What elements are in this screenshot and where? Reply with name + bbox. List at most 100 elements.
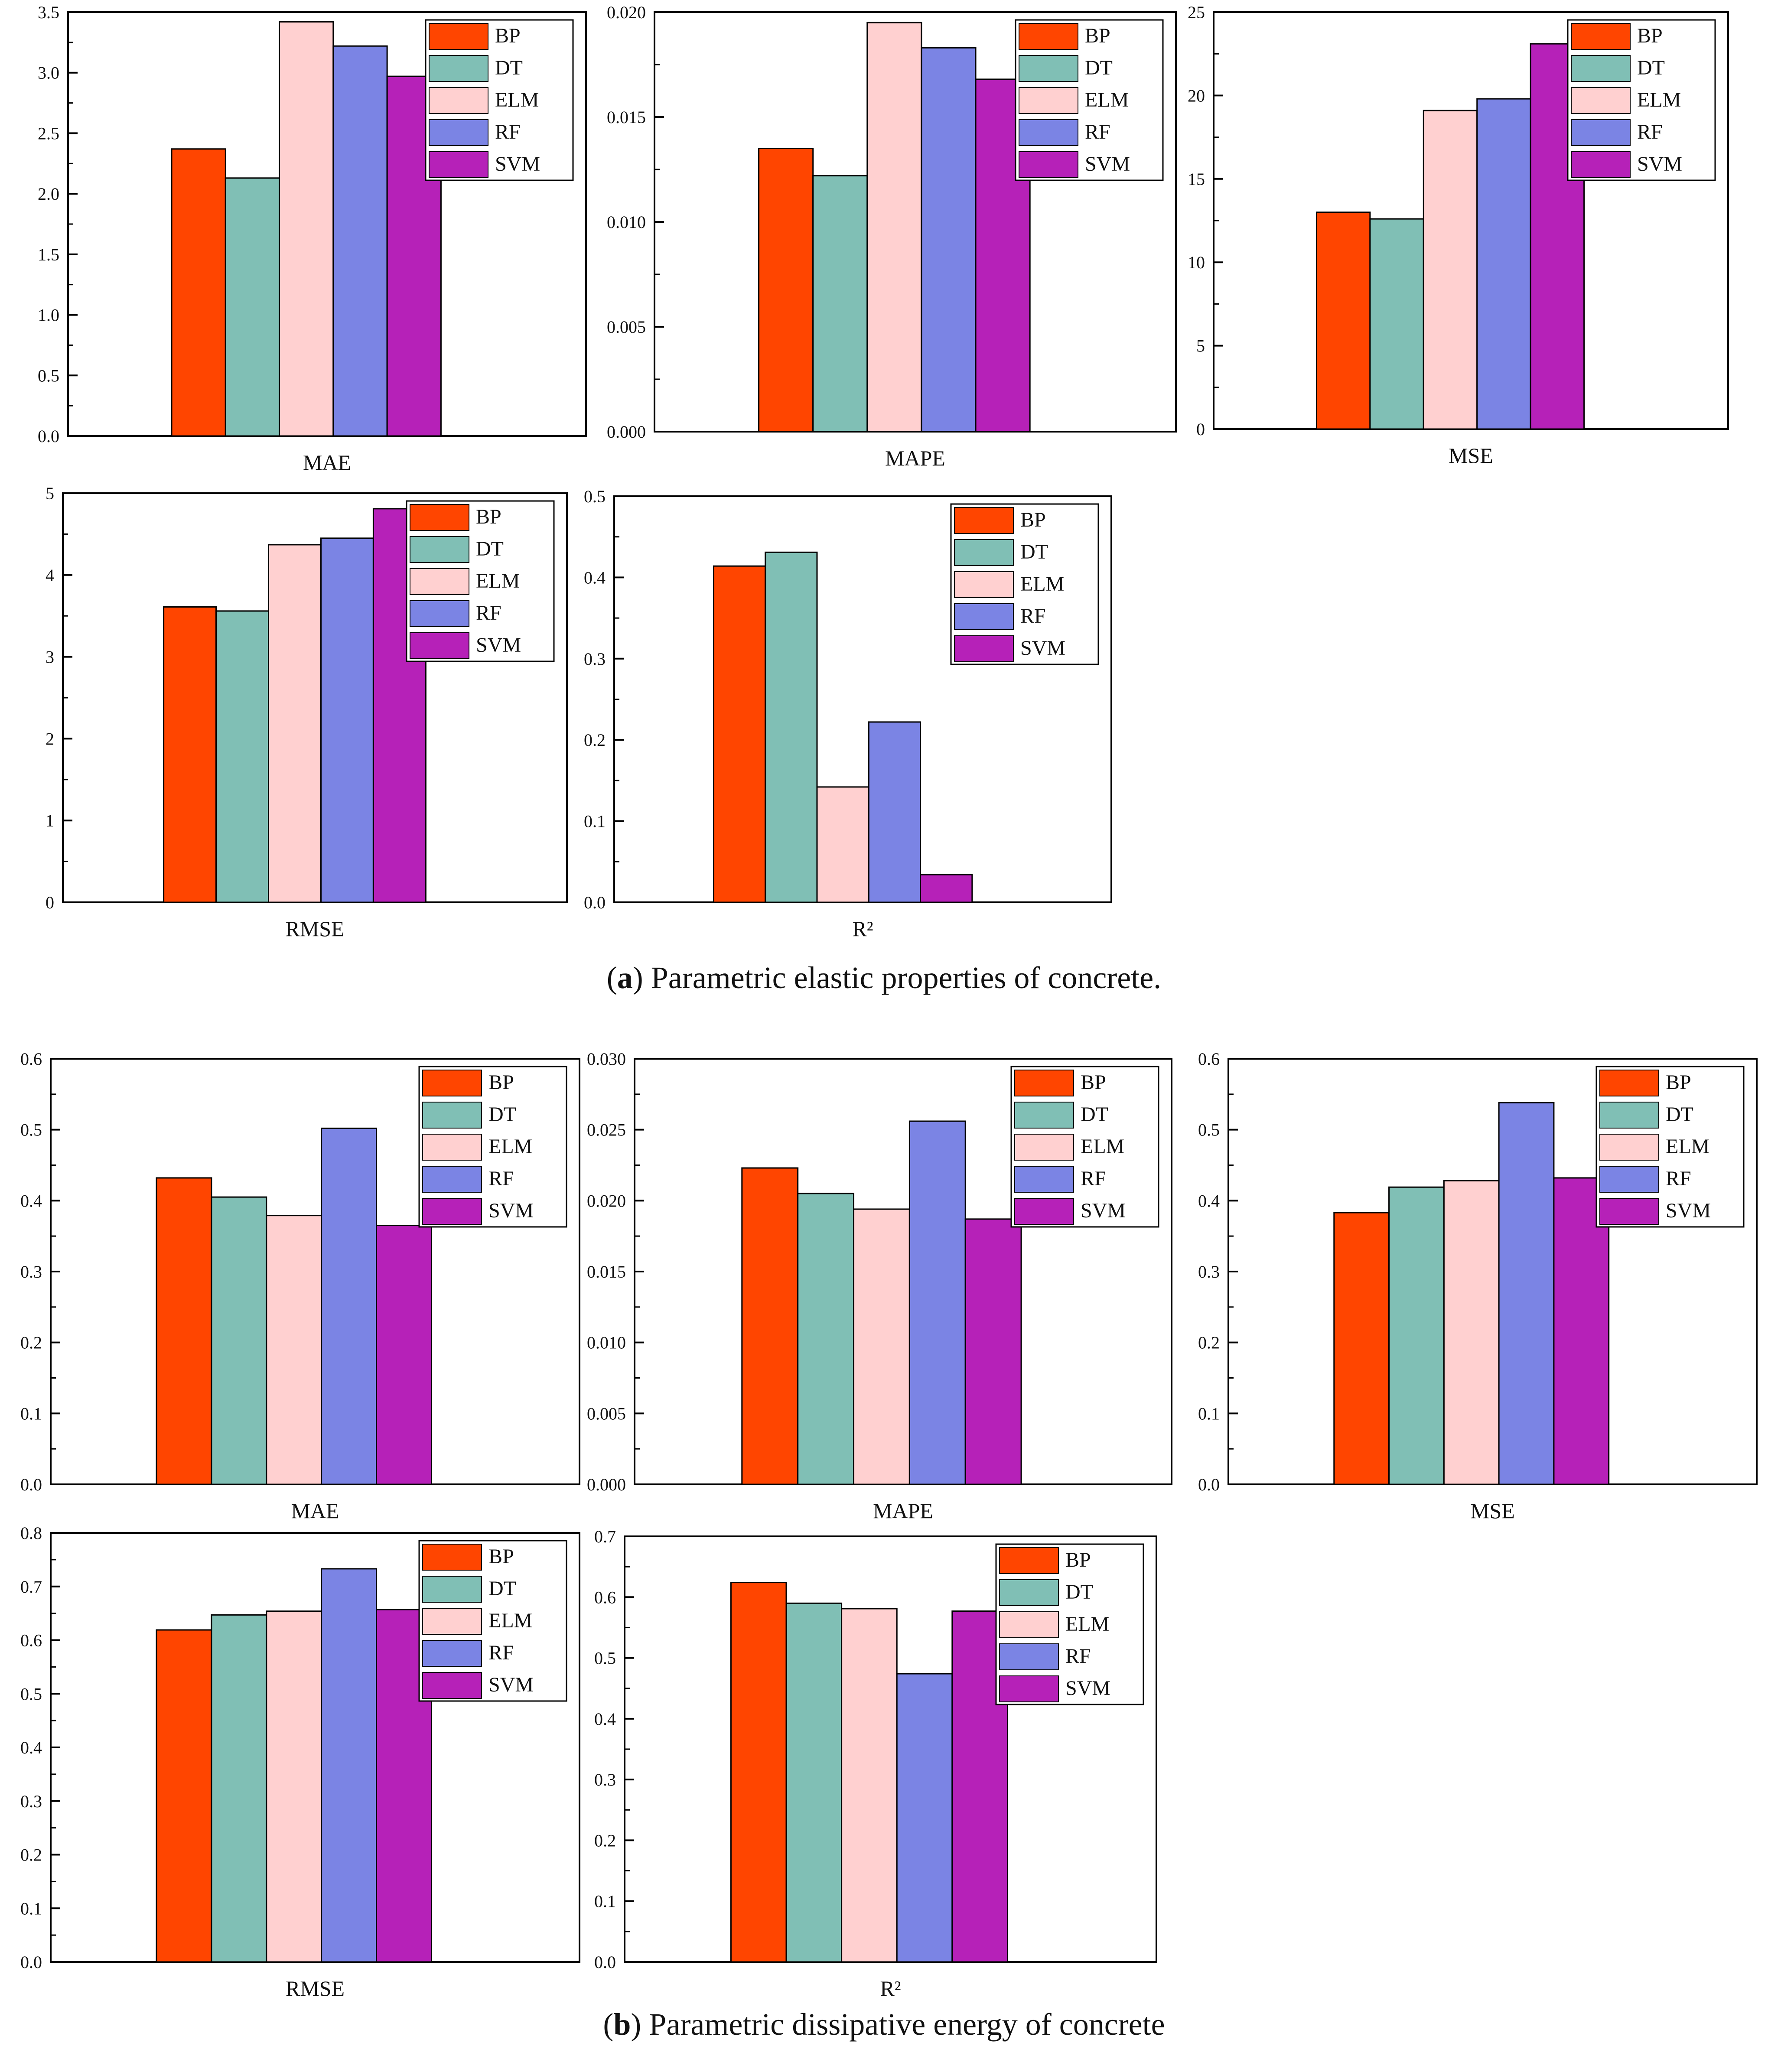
bar-bp [730,1582,787,1963]
bar-bp [171,148,226,437]
bar-rf [1498,1102,1555,1485]
legend-swatch-bp [999,1547,1059,1574]
y-tick-label: 2.0 [38,184,59,204]
bar-elm [841,1608,898,1963]
y-tick-label: 0.2 [584,730,606,750]
legend-swatch-elm [422,1608,482,1635]
x-axis-label: MAPE [885,446,945,470]
y-tick-label: 3 [46,647,54,667]
legend: BP DT ELM RF SVM [1595,1066,1745,1228]
bar-bp [156,1629,212,1963]
y-tick-label: 0.025 [587,1120,626,1140]
legend-label-bp: BP [1637,24,1663,47]
y-tick-label: 1 [46,811,54,830]
y-tick-label: 1.0 [38,306,59,325]
y-tick-label: 0.6 [20,1049,42,1069]
legend-swatch-dt [1014,1102,1074,1129]
y-tick-label: 2.5 [38,124,59,143]
legend-label-svm: SVM [1085,153,1130,176]
y-tick-label: 0.5 [20,1684,42,1704]
legend-swatch-dt [954,539,1014,566]
legend: BP DT ELM RF SVM [1015,19,1164,181]
legend-label-elm: ELM [495,88,539,111]
legend-swatch-svm [999,1675,1059,1702]
x-axis-label: R² [852,917,873,941]
x-axis-label: R² [880,1976,901,2000]
legend-swatch-svm [1571,151,1631,178]
bar-elm [816,786,869,903]
legend-label-elm: ELM [1637,88,1681,111]
legend: BP DT ELM RF SVM [418,1540,567,1702]
y-tick-label: 0.0 [38,426,59,446]
legend-swatch-elm [422,1134,482,1161]
legend-swatch-elm [1571,87,1631,114]
legend-label-elm: ELM [1081,1135,1124,1158]
legend-label-bp: BP [1666,1071,1691,1094]
legend: BP DT ELM RF SVM [1567,19,1716,181]
legend-label-bp: BP [1020,508,1046,531]
legend-label-dt: DT [1081,1103,1108,1126]
bar-svm [1553,1177,1610,1485]
legend-swatch-rf [1019,119,1078,146]
bar-elm [268,544,322,903]
y-tick-label: 0.000 [587,1475,626,1494]
y-tick-label: 5 [46,484,54,503]
legend-swatch-dt [422,1576,482,1603]
caption-b: (b) Parametric dissipative energy of con… [603,2007,1165,2042]
legend-swatch-dt [1599,1102,1659,1129]
legend-swatch-rf [954,603,1014,630]
legend-swatch-rf [429,119,488,146]
legend-swatch-rf [422,1640,482,1667]
bar-elm [266,1610,322,1963]
legend-label-rf: RF [1020,605,1046,628]
bar-rf [332,45,388,437]
legend-swatch-rf [1599,1166,1659,1193]
chart-a-mse: 0 5 10 15 20 25 MSE BP DT ELM RF SVM [1188,3,1729,468]
legend: BP DT ELM RF SVM [425,19,574,181]
legend-swatch-bp [422,1070,482,1096]
y-tick-label: 0.030 [587,1049,626,1069]
y-tick-label: 0.015 [587,1262,626,1282]
legend-swatch-bp [429,23,488,50]
bar-rf [868,721,921,903]
legend-label-dt: DT [1065,1581,1093,1604]
y-tick-label: 0.010 [587,1333,626,1353]
legend-label-bp: BP [1081,1071,1106,1094]
legend-swatch-rf [410,600,469,627]
y-tick-label: 0 [1196,420,1205,439]
legend-label-dt: DT [488,1577,516,1600]
bar-dt [1369,218,1424,430]
y-tick-label: 0.005 [587,1404,626,1423]
y-tick-label: 0.005 [607,317,646,337]
legend-label-elm: ELM [488,1135,532,1158]
legend-swatch-bp [1014,1070,1074,1096]
y-tick-label: 0 [46,893,54,912]
chart-b-mae: 0.0 0.1 0.2 0.3 0.4 0.5 0.6 MAE BP DT ELM RF SVM [20,1049,580,1523]
legend-label-dt: DT [1020,540,1048,563]
y-tick-label: 0.0 [20,1475,42,1494]
y-tick-label: 0.5 [20,1120,42,1140]
y-tick-label: 5 [1196,336,1205,356]
bar-dt [797,1193,855,1485]
bar-dt [225,177,280,437]
chart-b-r2: 0.0 0.1 0.2 0.3 0.4 0.5 0.6 0.7 R² BP DT ELM RF SVM [594,1527,1157,2000]
y-tick-label: 0.2 [20,1845,42,1865]
legend-label-bp: BP [488,1545,514,1568]
x-axis-label: MSE [1449,443,1493,468]
legend-label-elm: ELM [1666,1135,1709,1158]
bar-elm [1443,1180,1500,1485]
legend-swatch-dt [1019,55,1078,82]
bar-bp [741,1167,799,1485]
legend-label-svm: SVM [1065,1677,1110,1700]
legend: BP DT ELM RF SVM [950,503,1099,665]
chart-a-mape: 0.000 0.005 0.010 0.015 0.020 MAPE BP DT ELM RF SV… [607,3,1177,470]
y-tick-label: 0.6 [594,1587,616,1607]
legend-swatch-bp [1571,23,1631,50]
y-tick-label: 0.0 [1198,1475,1220,1494]
legend-label-rf: RF [476,602,501,625]
y-tick-label: 3.5 [38,3,59,22]
y-tick-label: 0.8 [20,1523,42,1543]
legend-swatch-elm [1599,1134,1659,1161]
legend-label-svm: SVM [488,1199,534,1222]
